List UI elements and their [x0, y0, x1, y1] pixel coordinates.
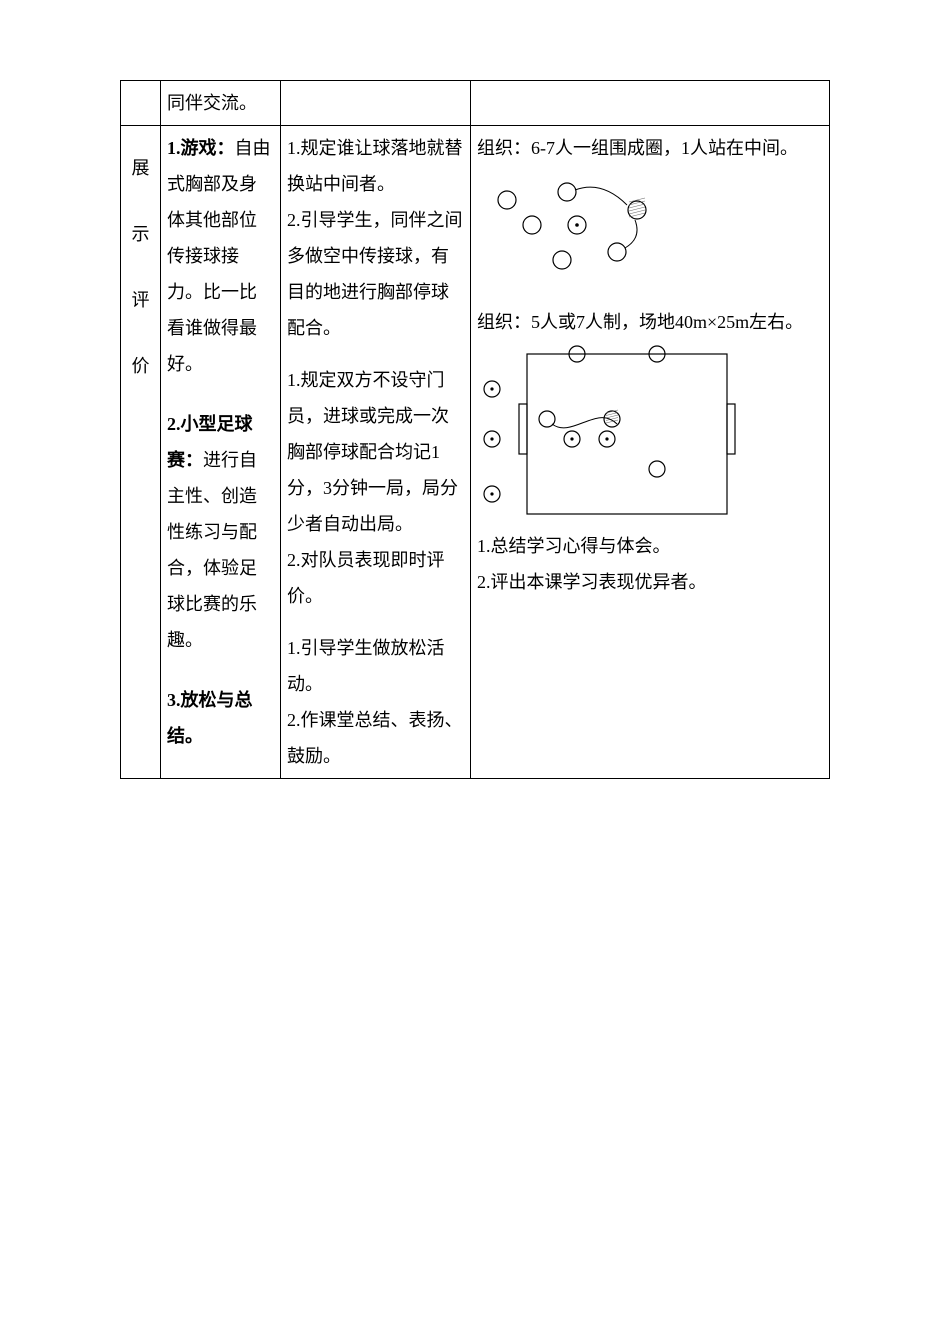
label-char-3: 评	[132, 282, 150, 318]
guide-p5: 1.引导学生做放松活动。	[287, 630, 464, 702]
cell-section-label: 展 示 评 价	[121, 126, 161, 779]
guide-p1: 1.规定谁让球落地就替换站中间者。	[287, 130, 464, 202]
guide-p6: 2.作课堂总结、表扬、鼓励。	[287, 702, 464, 774]
label-char-4: 价	[132, 348, 150, 384]
label-char-1: 展	[132, 150, 150, 186]
label-char-2: 示	[132, 216, 150, 252]
prev-content-text: 同伴交流。	[167, 93, 257, 113]
activity-3: 3.放松与总结。	[167, 682, 274, 754]
diagram-circle-formation	[477, 166, 823, 284]
lesson-plan-table: 同伴交流。 展 示 评 价 1.游戏：自由式胸部及身体其他部位传接球接力。比一比…	[120, 80, 830, 779]
activity-1-body: 自由式胸部及身体其他部位传接球接力。比一比看谁做得最好。	[167, 138, 271, 374]
org-summary-1: 1.总结学习心得与体会。	[477, 528, 823, 564]
activity-1: 1.游戏：自由式胸部及身体其他部位传接球接力。比一比看谁做得最好。	[167, 130, 274, 382]
cell-guidance: 1.规定谁让球落地就替换站中间者。 2.引导学生，同伴之间多做空中传接球，有目的…	[281, 126, 471, 779]
diagram-field-formation	[477, 340, 823, 528]
guide-p2: 2.引导学生，同伴之间多做空中传接球，有目的地进行胸部停球配合。	[287, 202, 464, 346]
org-title-2: 组织：5人或7人制，场地40m×25m左右。	[477, 304, 823, 340]
cell-org-empty	[471, 81, 830, 126]
guide-p3: 1.规定双方不设守门员，进球或完成一次胸部停球配合均记1分，3分钟一局，局分少者…	[287, 362, 464, 542]
cell-activity-content: 1.游戏：自由式胸部及身体其他部位传接球接力。比一比看谁做得最好。 2.小型足球…	[161, 126, 281, 779]
cell-organization: 组织：6-7人一组围成圈，1人站在中间。 组织：5人或7人制，场地40m×25m…	[471, 126, 830, 779]
row-prev-continuation: 同伴交流。	[121, 81, 830, 126]
org-title-1: 组织：6-7人一组围成圈，1人站在中间。	[477, 130, 823, 166]
vertical-label: 展 示 评 价	[127, 130, 154, 404]
cell-guide-empty	[281, 81, 471, 126]
cell-content-prev: 同伴交流。	[161, 81, 281, 126]
activity-3-title: 3.放松与总结。	[167, 690, 253, 746]
activity-2-body: 进行自主性、创造性练习与配合，体验足球比赛的乐趣。	[167, 450, 257, 650]
cell-label-empty	[121, 81, 161, 126]
activity-2: 2.小型足球赛：进行自主性、创造性练习与配合，体验足球比赛的乐趣。	[167, 406, 274, 658]
activity-1-title: 1.游戏：	[167, 138, 235, 158]
row-main: 展 示 评 价 1.游戏：自由式胸部及身体其他部位传接球接力。比一比看谁做得最好…	[121, 126, 830, 779]
guide-p4: 2.对队员表现即时评价。	[287, 542, 464, 614]
org-summary-2: 2.评出本课学习表现优异者。	[477, 564, 823, 600]
